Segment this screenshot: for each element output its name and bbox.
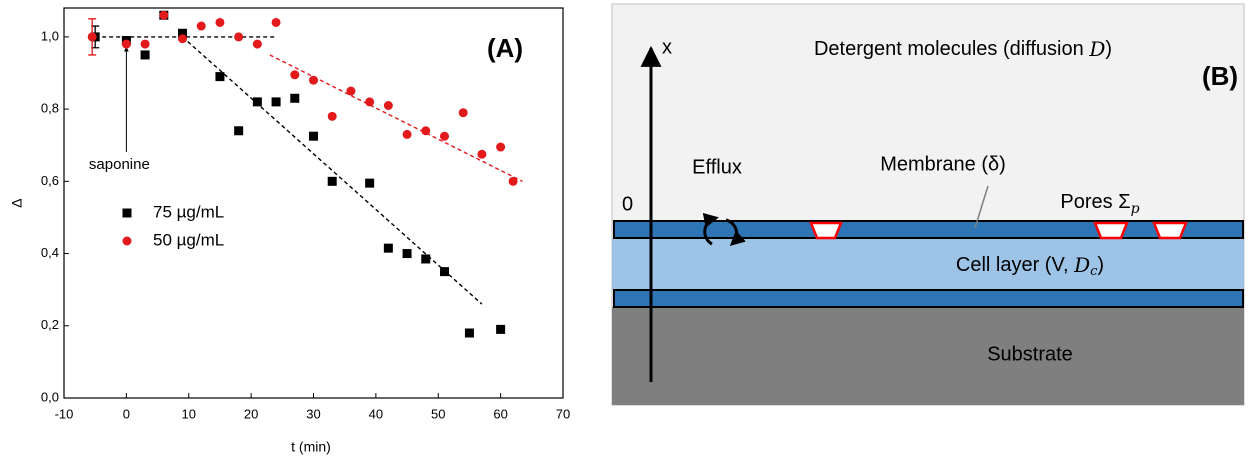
point	[159, 10, 169, 20]
point	[383, 101, 393, 110]
top-label: Detergent molecules (diffusion D)	[814, 37, 1112, 61]
substrate-label: Substrate	[987, 343, 1073, 365]
legend-marker	[122, 236, 132, 246]
point	[309, 131, 318, 141]
efflux-arrow	[725, 218, 746, 247]
plot-frame	[63, 7, 564, 399]
axis-label: x	[662, 36, 672, 58]
point	[140, 50, 150, 60]
text: D	[1073, 253, 1090, 277]
origin-label: 0	[622, 193, 633, 215]
point	[121, 39, 131, 49]
point	[196, 21, 206, 31]
point	[140, 39, 150, 49]
y-tick-label: 0,8	[41, 101, 59, 116]
point	[365, 97, 375, 107]
y-tick-label: 0,4	[41, 245, 59, 260]
pore	[809, 221, 843, 240]
y-tick-label: 1,0	[41, 28, 59, 43]
x-tick-label: 60	[493, 406, 507, 421]
point	[464, 328, 474, 338]
point	[87, 32, 97, 42]
annotation: saponine	[89, 156, 150, 173]
x-tick-label: -10	[55, 406, 74, 421]
y-tick-label: 0,0	[41, 389, 59, 404]
text: Pores Σ	[1060, 191, 1130, 213]
text: )	[1097, 254, 1104, 276]
efflux-label: Efflux	[692, 156, 742, 178]
point	[327, 111, 337, 121]
point	[496, 324, 506, 334]
text: Detergent molecules (diffusion	[814, 38, 1089, 60]
point	[234, 32, 244, 42]
fit-line	[182, 36, 483, 305]
substrate-block	[612, 307, 1244, 405]
leader-line	[974, 185, 989, 229]
point	[234, 126, 244, 136]
text: )	[1105, 38, 1112, 60]
point	[508, 176, 518, 186]
panel-label: (B)	[1202, 61, 1238, 91]
y-axis-label: Δ	[9, 198, 25, 207]
efflux-arrow	[702, 213, 719, 246]
cell-layer-block	[612, 238, 1244, 290]
point	[178, 28, 188, 38]
point	[252, 97, 262, 107]
y-tick-label: 0,2	[41, 317, 59, 332]
point	[178, 34, 188, 44]
membrane-top	[613, 220, 1244, 239]
point	[421, 126, 431, 136]
point	[327, 176, 337, 186]
membrane-bottom	[613, 289, 1244, 308]
point	[309, 75, 318, 85]
point	[252, 39, 262, 49]
point	[271, 97, 281, 107]
x-tick-label: 20	[244, 406, 258, 421]
point	[439, 131, 449, 141]
point	[290, 70, 300, 80]
fit-line	[269, 54, 523, 182]
x-tick-label: 70	[556, 406, 570, 421]
point	[215, 72, 225, 82]
x-tick-label: 30	[306, 406, 320, 421]
pore	[1152, 221, 1188, 240]
legend-label: 75 µg/mL	[153, 202, 224, 221]
point	[271, 17, 281, 27]
point	[439, 267, 449, 277]
membrane-label: Membrane (δ)	[880, 153, 1006, 175]
point	[215, 17, 225, 27]
chart-a: (A) t (min) Δ -10 0 10 20 30 40 50 60 70 0,0 0,2 0,…	[9, 7, 570, 455]
text: D	[1088, 37, 1105, 61]
point	[365, 178, 375, 188]
point	[421, 254, 431, 264]
x-tick-label: 0	[123, 406, 130, 421]
x-axis-label: t (min)	[291, 439, 331, 455]
diagram-b: x Detergent molecules (diffusion D) (B) …	[611, 3, 1245, 406]
point	[402, 129, 412, 139]
point	[458, 108, 468, 118]
point	[383, 243, 393, 253]
point	[477, 149, 487, 159]
cell-layer-label: Cell layer (V, Dc)	[956, 253, 1104, 279]
pores-label: Pores Σp	[1060, 191, 1139, 217]
panel-label: (A)	[487, 33, 523, 63]
pore	[1093, 221, 1129, 240]
y-tick-label: 0,6	[41, 173, 59, 188]
point	[402, 249, 412, 259]
point	[290, 93, 300, 103]
point	[346, 86, 356, 96]
x-tick-label: 10	[182, 406, 196, 421]
legend-label: 50 µg/mL	[153, 230, 224, 249]
legend-marker	[122, 208, 132, 218]
point	[496, 142, 506, 152]
text: c	[1090, 264, 1098, 279]
text: p	[1131, 201, 1140, 217]
x-tick-label: 50	[431, 406, 445, 421]
x-tick-label: 40	[369, 406, 383, 421]
text: Cell layer (V,	[956, 254, 1074, 276]
